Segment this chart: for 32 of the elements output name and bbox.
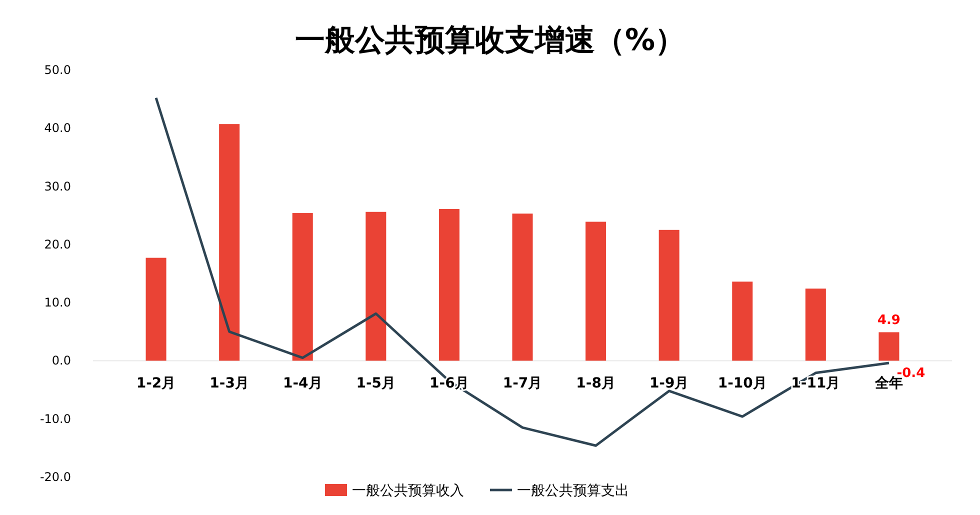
bar [219, 124, 240, 361]
x-tick-label: 1-3月 [210, 376, 249, 392]
y-tick-label: 20.0 [44, 237, 71, 252]
y-tick-label: 50.0 [44, 63, 71, 77]
y-tick-label: 30.0 [44, 179, 71, 194]
x-tick-label: 1-5月 [356, 376, 396, 392]
legend-label: 一般公共预算支出 [517, 483, 629, 499]
legend-label: 一般公共预算收入 [352, 483, 464, 499]
y-tick-label: 10.0 [44, 296, 71, 310]
bar [805, 288, 826, 361]
y-tick-label: -10.0 [40, 412, 71, 426]
bar [146, 258, 166, 361]
x-tick-label: 1-7月 [502, 376, 542, 392]
data-label: 4.9 [877, 313, 900, 328]
x-tick-label: 1-6月 [430, 376, 469, 392]
y-tick-label: -20.0 [40, 470, 71, 484]
x-tick-label: 1-9月 [649, 376, 689, 392]
bar [438, 208, 460, 361]
bar [292, 213, 313, 361]
x-tick-label: 1-2月 [136, 376, 176, 392]
bar [512, 214, 533, 361]
bar [366, 212, 386, 361]
chart-title: 一般公共预算收支增速（%） [294, 23, 686, 58]
x-tick-label: 1-8月 [576, 376, 616, 392]
x-tick-label: 1-10月 [718, 376, 767, 392]
y-tick-label: 0.0 [52, 354, 71, 368]
bar [878, 332, 900, 361]
y-tick-label: 40.0 [44, 121, 71, 136]
x-tick-label: 1-4月 [282, 376, 322, 392]
bar [732, 282, 753, 361]
bar [586, 222, 606, 361]
bar [658, 230, 680, 361]
